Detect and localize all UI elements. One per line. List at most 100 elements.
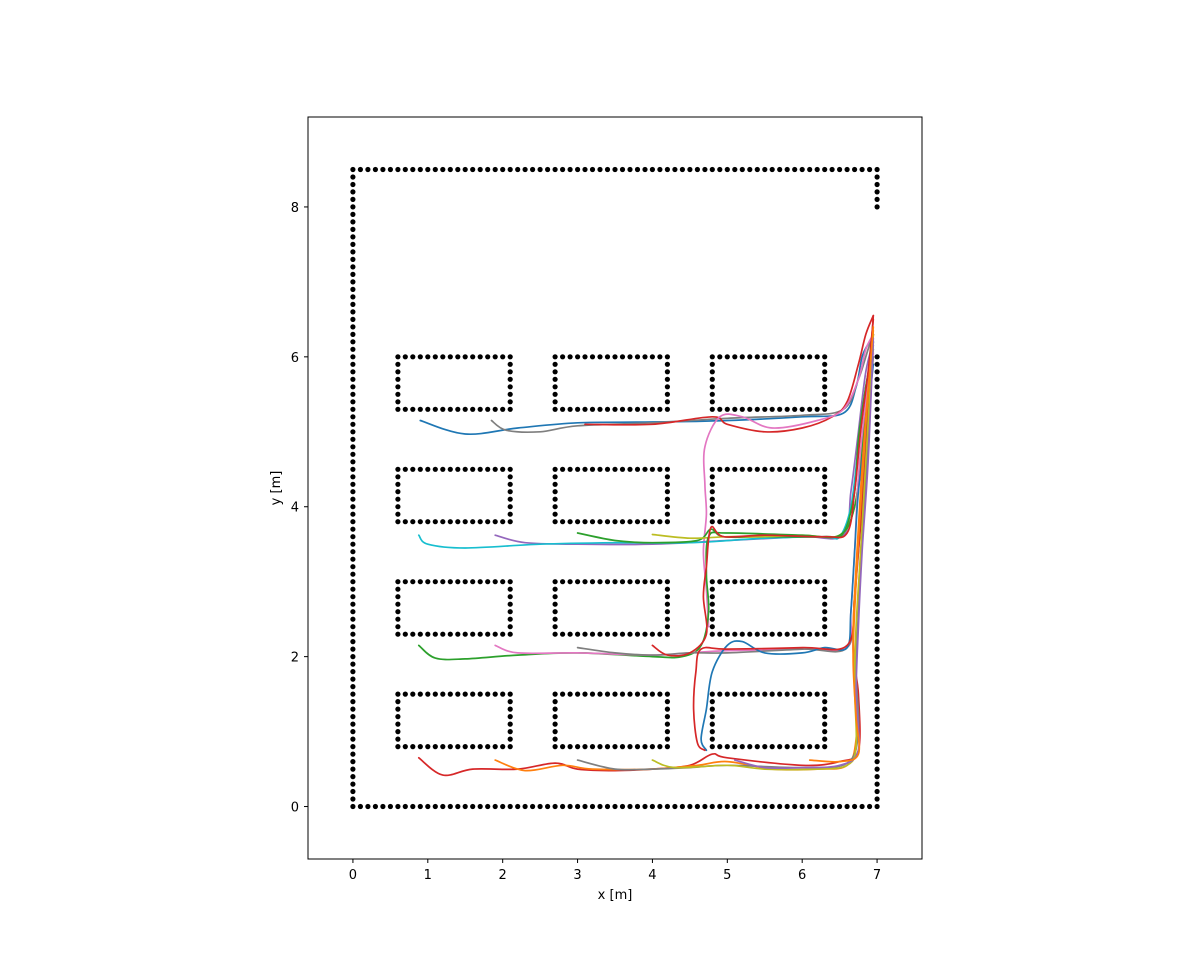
shelf-point-297 [432,744,438,750]
shelf-point-372 [560,691,566,697]
shelf-point-565 [462,519,468,525]
trajectory-line-4 [702,333,875,628]
shelf-point-546 [732,579,738,585]
shelf-point-796 [822,369,828,375]
shelf-point-705 [507,391,513,397]
shelf-point-719 [440,354,446,360]
wall-point-2 [874,196,880,202]
shelf-point-360 [649,691,656,697]
shelf-point-597 [395,496,401,502]
shelf-point-662 [822,496,828,502]
shelf-point-407 [784,691,790,697]
wall-point-136 [350,616,356,622]
shelf-point-445 [507,586,513,592]
wall-point-78 [350,181,356,188]
wall-point-62 [455,166,461,173]
shelf-point-328 [402,691,408,697]
shelf-point-672 [777,466,783,472]
shelf-point-572 [507,511,513,517]
shelf-point-742 [627,406,633,412]
shelf-point-329 [395,691,401,697]
shelf-point-680 [717,466,723,472]
shelf-point-661 [822,504,828,510]
shelf-point-564 [455,519,461,525]
wall-point-204 [672,803,678,810]
shelf-point-738 [597,406,603,412]
shelf-point-446 [507,579,513,585]
shelf-point-326 [417,691,423,697]
shelf-point-654 [784,519,790,525]
wall-point-69 [402,166,408,173]
wall-point-11 [837,166,843,173]
shelf-point-439 [507,631,513,637]
wall-point-200 [642,803,648,810]
shelf-point-568 [485,519,491,525]
wall-point-279 [874,444,880,450]
x-tick-label: 3 [573,868,581,883]
wall-point-211 [724,803,730,810]
wall-point-219 [784,803,790,810]
shelf-point-579 [500,466,506,472]
wall-point-34 [664,166,671,173]
shelf-point-802 [792,354,798,360]
shelf-point-590 [417,466,423,472]
shelf-point-764 [589,354,596,360]
shelf-point-606 [597,519,603,525]
shelf-point-495 [627,579,633,585]
shelf-point-744 [642,406,648,412]
wall-point-288 [874,376,880,382]
wall-point-93 [350,294,356,300]
y-tick-label: 4 [291,501,299,516]
shelf-point-676 [747,466,753,472]
shelf-point-675 [754,466,760,472]
shelf-point-319 [470,691,476,697]
wall-point-280 [874,436,880,442]
shelf-point-716 [462,354,468,360]
shelf-point-571 [507,519,513,525]
shelf-point-432 [455,631,461,637]
shelf-point-537 [799,579,805,585]
shelf-point-578 [507,466,513,472]
shelf-point-643 [552,511,558,517]
shelf-point-395 [822,744,828,750]
wall-point-210 [717,803,723,810]
shelf-point-493 [642,579,648,585]
wall-point-253 [874,639,880,645]
axes-frame [307,116,923,860]
wall-point-155 [350,759,356,765]
shelf-point-730 [395,391,401,397]
shelf-point-345 [619,744,626,750]
shelf-point-436 [485,631,491,637]
shelf-point-552 [709,601,715,607]
wall-point-80 [350,196,356,202]
wall-point-112 [350,436,356,442]
shelf-point-581 [485,466,491,472]
shelf-point-304 [485,744,491,750]
shelf-point-391 [792,744,798,750]
shelf-point-301 [462,744,468,750]
shelf-point-521 [777,631,783,637]
shelf-point-678 [732,466,738,472]
shelf-point-512 [709,631,715,637]
shelf-point-595 [395,481,401,487]
shelf-point-664 [822,481,828,487]
shelf-point-696 [455,406,461,412]
wall-point-59 [477,166,483,173]
shelf-point-489 [664,586,671,592]
wall-point-276 [874,466,880,472]
shelf-point-466 [395,616,401,622]
shelf-point-787 [792,406,798,412]
wall-point-134 [350,601,356,607]
wall-point-19 [777,166,783,173]
wall-point-151 [350,729,356,735]
shelf-point-684 [709,489,715,495]
shelf-point-725 [395,354,401,360]
wall-point-127 [350,549,356,555]
shelf-point-790 [814,406,820,412]
shelf-point-376 [552,714,558,720]
shelf-point-393 [807,744,813,750]
wall-point-148 [350,706,356,712]
shelf-point-544 [747,579,753,585]
shelf-point-487 [664,601,671,607]
wall-point-117 [350,474,356,480]
